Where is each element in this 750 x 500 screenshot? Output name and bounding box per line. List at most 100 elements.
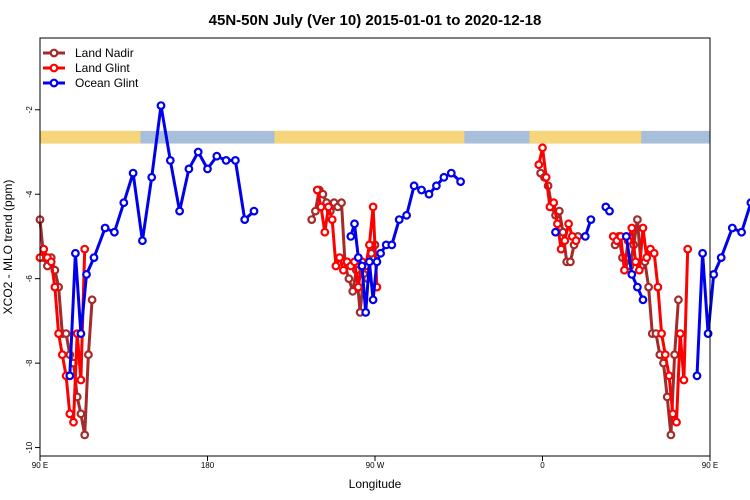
series-0-point-25 [344,274,354,284]
chart-title: 45N-50N July (Ver 10) 2015-01-01 to 2020… [209,12,542,29]
series-1-point-31 [538,143,547,153]
series-2-point-7 [119,198,129,208]
series-1-point-59 [675,329,685,339]
x-tick-label-2: 90 W [366,461,385,470]
series-1-point-60 [679,375,689,385]
series-2-point-46 [605,206,614,216]
series-2-point-37 [424,189,434,199]
series-2 [65,101,750,381]
series-0-point-11 [76,409,86,419]
series-2-point-25 [357,261,367,271]
series-2-point-6 [109,227,119,237]
series-2-point-55 [716,253,726,263]
series-1-point-32 [541,172,551,182]
series-2-point-44 [586,215,596,225]
series-2-point-50 [638,295,648,305]
series-2-point-48 [627,270,637,279]
series-1-point-11 [76,375,86,385]
y-tick-label-1: -4 [25,190,34,198]
series-2-point-1 [70,248,80,258]
series-2-point-39 [439,172,449,182]
series-0-point-12 [80,430,90,440]
series-2-line-6 [695,200,750,376]
series-2-line-5 [624,236,645,301]
series-1-point-1 [39,244,49,254]
series-2-point-3 [82,270,91,279]
series-2-point-35 [409,181,419,191]
series-0-point-41 [566,257,575,267]
series-1-point-52 [649,248,659,258]
series-1-point-6 [57,350,67,360]
series-2-line-0 [68,104,256,376]
series-1-point-3 [46,257,56,267]
series-2-point-57 [737,227,746,237]
series-2-point-11 [156,101,166,110]
series-0-point-7 [61,329,71,339]
series-2-point-38 [432,181,441,191]
series-1-point-53 [653,282,663,292]
x-tick-label-3: 0 [540,461,545,470]
series-1-point-56 [664,371,674,381]
series-2-point-42 [551,227,560,237]
x-tick-label-4: 90 E [702,461,718,470]
series-1-point-20 [339,265,348,275]
series-1-point-5 [54,329,63,339]
series-1-point-14 [316,202,326,212]
series-2-point-2 [76,329,86,339]
series-2-point-13 [175,206,185,216]
legend-marker-0 [49,48,59,58]
series-1-point-35 [553,219,562,229]
y-tick-label-0: -2 [25,106,34,114]
series-0-point-53 [644,282,653,292]
series-2-point-21 [249,206,259,216]
series-0-point-13 [83,350,93,360]
series-1-point-40 [571,236,581,246]
series-2-point-30 [376,248,386,258]
series-2-point-10 [147,172,157,182]
series-1-point-61 [683,244,693,254]
land-band-segment-1 [274,130,465,144]
series-0-point-26 [348,286,358,296]
series-2-point-18 [221,155,231,165]
series-2-point-15 [193,147,203,157]
series-2-point-27 [365,257,374,267]
series-1-point-17 [327,215,337,225]
series-2-point-41 [456,177,466,187]
series-2-point-16 [203,164,212,174]
y-tick-label-4: -10 [25,441,34,453]
series-1-point-13 [312,185,322,195]
series-1-point-38 [564,219,573,229]
series-2-point-12 [165,155,175,165]
series-0-point-16 [311,206,320,216]
series-2-point-54 [709,270,719,279]
series-1-point-9 [69,417,78,427]
series-2-point-29 [372,257,382,267]
series-0-point-50 [633,215,642,225]
series-2-point-26 [361,308,371,317]
y-axis-label: XCO2 - MLO trend (ppm) [1,180,15,315]
series-2-point-43 [580,231,590,241]
land-band-segment-0 [40,130,141,144]
y-tick-label-3: -8 [25,359,34,367]
y-axis-ticks: -2 -4 -6 -8 -10 [25,106,40,453]
series-1-point-16 [324,202,333,212]
series-1-point-55 [660,350,670,360]
x-axis-label: Longitude [349,477,402,491]
series-2-point-56 [727,223,737,233]
series-2-point-22 [346,231,356,241]
series-1-point-27 [365,240,374,250]
series-2-point-14 [184,164,194,174]
series-2-point-58 [746,198,750,208]
series-0-point-61 [674,295,683,305]
series-2-point-32 [387,240,397,250]
series-2-point-9 [137,236,147,246]
series-2-point-24 [353,253,363,263]
series-0-point-59 [666,430,676,440]
series-1-point-44 [620,265,629,275]
x-tick-label-0: 90 E [32,461,48,470]
series-2-point-8 [128,168,138,178]
series-1-point-54 [657,329,666,339]
legend-marker-2 [49,78,59,88]
